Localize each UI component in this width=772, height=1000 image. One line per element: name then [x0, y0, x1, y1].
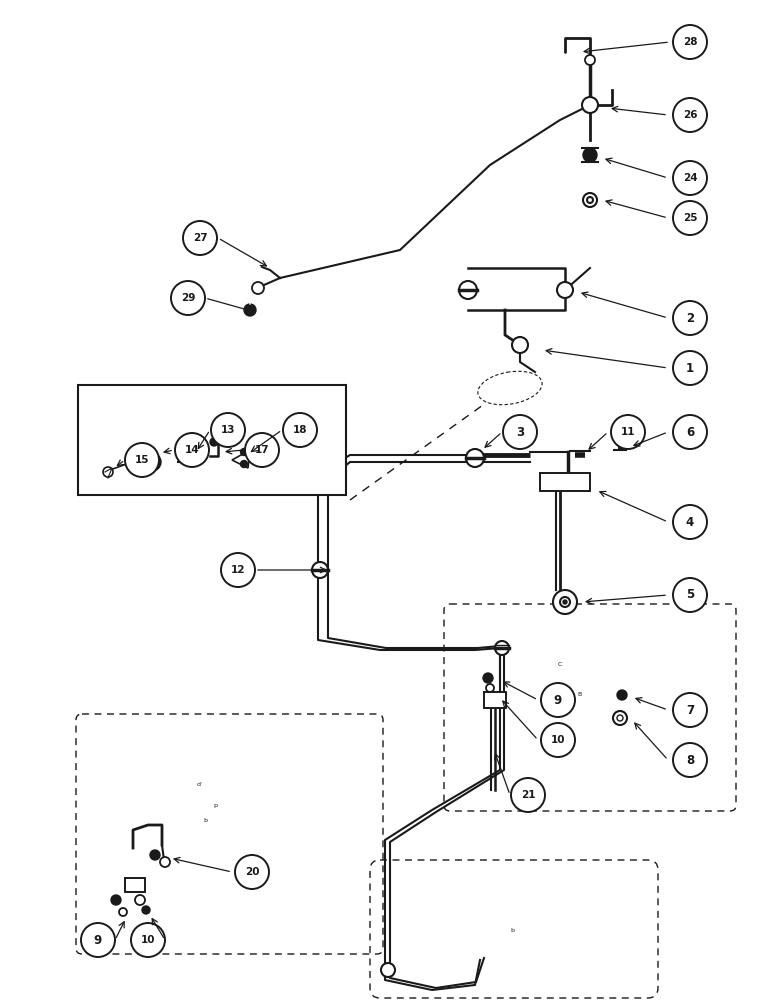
Text: 8: 8: [686, 754, 694, 766]
Circle shape: [210, 438, 218, 446]
Text: 17: 17: [255, 445, 269, 455]
Text: 9: 9: [94, 934, 102, 946]
Circle shape: [673, 693, 707, 727]
Circle shape: [617, 715, 623, 721]
Circle shape: [587, 197, 593, 203]
Text: d': d': [197, 782, 203, 788]
Circle shape: [135, 895, 145, 905]
Text: 27: 27: [193, 233, 208, 243]
Circle shape: [673, 161, 707, 195]
Circle shape: [131, 923, 165, 957]
Circle shape: [673, 351, 707, 385]
Bar: [540, 473, 590, 491]
Text: 14: 14: [185, 445, 199, 455]
Text: 3: 3: [516, 426, 524, 438]
Text: 28: 28: [682, 37, 697, 47]
Circle shape: [557, 282, 573, 298]
Circle shape: [221, 553, 255, 587]
Circle shape: [175, 433, 209, 467]
Text: 10: 10: [141, 935, 155, 945]
Text: 7: 7: [686, 704, 694, 716]
Circle shape: [541, 723, 575, 757]
Circle shape: [81, 923, 115, 957]
Circle shape: [142, 906, 150, 914]
Circle shape: [503, 415, 537, 449]
Circle shape: [563, 600, 567, 604]
Circle shape: [241, 448, 248, 456]
Circle shape: [252, 282, 264, 294]
Text: 21: 21: [521, 790, 535, 800]
Text: 24: 24: [682, 173, 697, 183]
Circle shape: [244, 304, 256, 316]
Circle shape: [150, 850, 160, 860]
Text: 11: 11: [621, 427, 635, 437]
Text: b: b: [203, 818, 207, 822]
Circle shape: [673, 98, 707, 132]
Text: 2: 2: [686, 312, 694, 324]
Circle shape: [673, 25, 707, 59]
Circle shape: [245, 433, 279, 467]
Text: 26: 26: [682, 110, 697, 120]
Text: 15: 15: [135, 455, 149, 465]
Text: 12: 12: [231, 565, 245, 575]
Circle shape: [495, 641, 509, 655]
Circle shape: [111, 895, 121, 905]
Circle shape: [560, 597, 570, 607]
Bar: [78, 385, 346, 495]
Circle shape: [211, 413, 245, 447]
Circle shape: [583, 193, 597, 207]
Circle shape: [673, 201, 707, 235]
Text: 25: 25: [682, 213, 697, 223]
Bar: [125, 878, 145, 892]
Text: 10: 10: [550, 735, 565, 745]
Text: 4: 4: [686, 516, 694, 528]
Circle shape: [673, 578, 707, 612]
Circle shape: [585, 55, 595, 65]
Circle shape: [143, 453, 161, 471]
Text: 29: 29: [181, 293, 195, 303]
Circle shape: [235, 855, 269, 889]
Circle shape: [486, 684, 494, 692]
Text: B: B: [578, 692, 582, 698]
Ellipse shape: [478, 371, 542, 405]
Circle shape: [381, 963, 395, 977]
Circle shape: [673, 415, 707, 449]
Polygon shape: [232, 450, 250, 468]
Circle shape: [512, 337, 528, 353]
Circle shape: [160, 857, 170, 867]
Text: 13: 13: [221, 425, 235, 435]
Circle shape: [459, 281, 477, 299]
Text: p: p: [213, 802, 217, 808]
Circle shape: [582, 97, 598, 113]
Circle shape: [466, 449, 484, 467]
Circle shape: [511, 778, 545, 812]
Circle shape: [283, 413, 317, 447]
Circle shape: [483, 673, 493, 683]
Circle shape: [617, 690, 627, 700]
Circle shape: [119, 908, 127, 916]
Circle shape: [553, 590, 577, 614]
Text: 20: 20: [245, 867, 259, 877]
Circle shape: [673, 743, 707, 777]
Text: 9: 9: [554, 694, 562, 706]
Circle shape: [171, 281, 205, 315]
Text: 18: 18: [293, 425, 307, 435]
Circle shape: [673, 301, 707, 335]
Circle shape: [613, 711, 627, 725]
Bar: [484, 692, 506, 708]
Circle shape: [241, 460, 248, 468]
Text: b: b: [510, 928, 514, 932]
Circle shape: [673, 505, 707, 539]
Circle shape: [312, 562, 328, 578]
Text: 5: 5: [686, 588, 694, 601]
Text: C: C: [558, 662, 562, 668]
Circle shape: [103, 467, 113, 477]
Circle shape: [541, 683, 575, 717]
Text: 1: 1: [686, 361, 694, 374]
Circle shape: [125, 443, 159, 477]
Circle shape: [583, 148, 597, 162]
Circle shape: [611, 415, 645, 449]
Text: 6: 6: [686, 426, 694, 438]
Circle shape: [183, 221, 217, 255]
